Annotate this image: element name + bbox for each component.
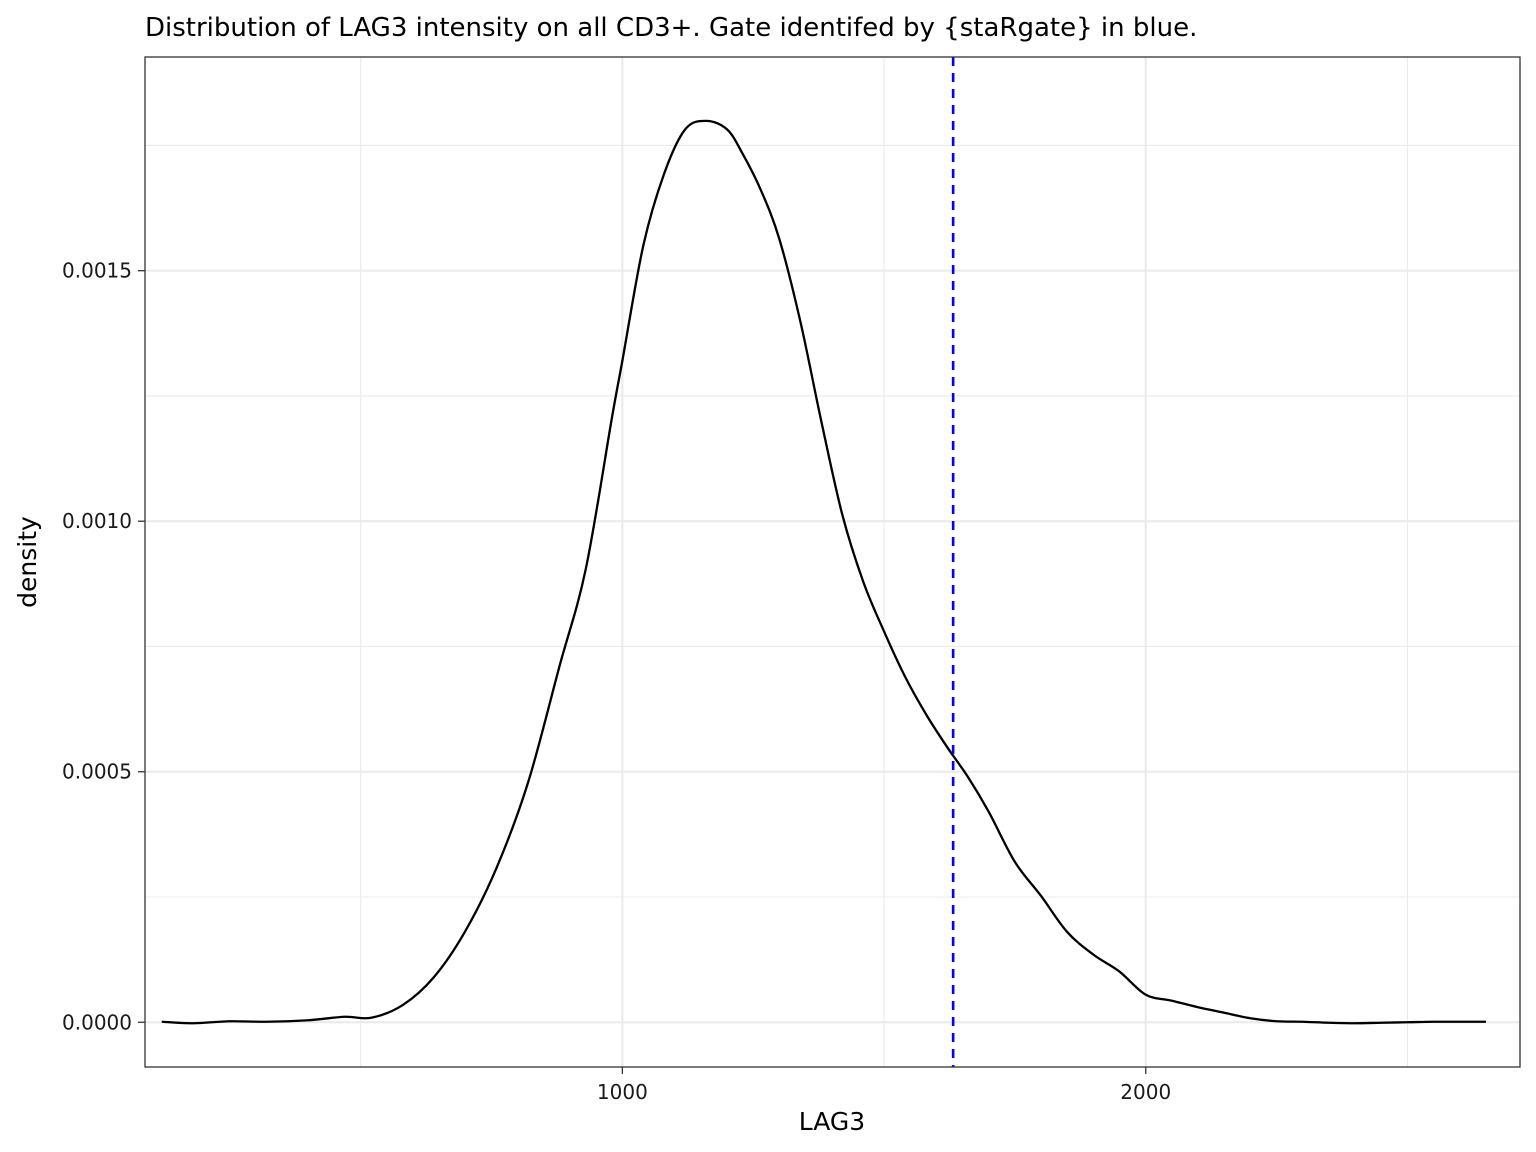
chart-title: Distribution of LAG3 intensity on all CD…: [145, 13, 1197, 43]
plot-panel-background: [145, 57, 1520, 1067]
x-axis-ticks: 1000 2000: [597, 1067, 1171, 1104]
minor-gridlines: [145, 57, 1520, 1067]
y-axis-ticks: 0.0000 0.0005 0.0010 0.0015: [62, 259, 145, 1034]
y-tick-label: 0.0010: [62, 509, 132, 533]
y-tick-label: 0.0005: [62, 760, 132, 784]
y-tick-label: 0.0015: [62, 259, 132, 283]
plot-panel-border: [144, 56, 1521, 1068]
x-tick-label: 1000: [597, 1080, 648, 1104]
y-axis-title: density: [13, 516, 42, 608]
x-tick-label: 2000: [1120, 1080, 1171, 1104]
y-tick-label: 0.0000: [62, 1010, 132, 1034]
density-curve: [161, 119, 1486, 1025]
x-axis-title: LAG3: [799, 1107, 865, 1136]
